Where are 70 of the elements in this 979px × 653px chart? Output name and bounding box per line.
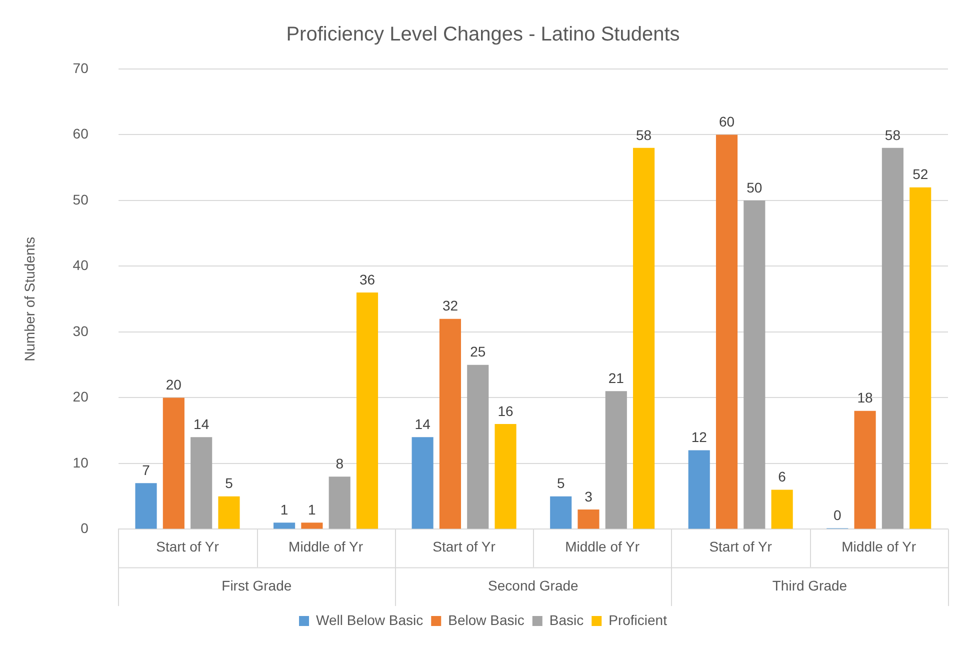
bar	[467, 364, 489, 529]
x-tick-label: Middle of Yr	[565, 538, 640, 554]
bar	[301, 522, 323, 529]
y-tick-label: 20	[72, 388, 89, 405]
data-label: 20	[166, 376, 182, 393]
bar	[162, 398, 184, 529]
data-label: 18	[857, 390, 874, 406]
y-tick-label: 60	[72, 126, 89, 142]
data-label: 1	[280, 501, 288, 518]
bar	[688, 450, 710, 529]
data-label: 58	[884, 126, 901, 143]
y-tick-label: 30	[72, 322, 89, 339]
y-tick-label: 50	[72, 191, 89, 208]
bar	[218, 496, 240, 529]
bar	[882, 148, 904, 529]
x-tick-label: Start of Yr	[156, 538, 220, 554]
bar	[910, 187, 932, 529]
data-label: 50	[746, 179, 762, 196]
bar	[578, 509, 600, 529]
data-label: 58	[636, 126, 652, 143]
bar	[135, 483, 157, 529]
x-tick-label: Start of Yr	[432, 538, 496, 554]
y-tick-label: 70	[72, 60, 89, 76]
bar	[633, 148, 655, 529]
data-label: 5	[225, 475, 234, 492]
legend-label: Well Below Basic	[316, 612, 424, 628]
data-label: 12	[691, 429, 708, 446]
bar	[274, 522, 296, 529]
data-label: 14	[414, 416, 431, 432]
legend-label: Proficient	[608, 612, 668, 628]
bar	[854, 410, 876, 529]
text: Second Grade	[488, 577, 579, 594]
x-tick-label: Middle of Yr	[288, 538, 364, 554]
bar	[605, 391, 627, 529]
data-label: 0	[833, 507, 842, 524]
chart-title: Proficiency Level Changes - Latino Students	[286, 24, 680, 46]
bar	[771, 490, 793, 529]
bar	[550, 496, 572, 529]
y-tick-label: 0	[80, 520, 89, 536]
data-label: 21	[608, 370, 624, 386]
data-label: 8	[336, 455, 344, 472]
data-label: 6	[778, 468, 786, 485]
bar	[412, 437, 434, 529]
data-label: 5	[556, 475, 565, 492]
data-label: 25	[470, 344, 486, 360]
data-label: 52	[912, 166, 928, 182]
bar	[744, 200, 766, 529]
y-tick-label: 10	[72, 454, 89, 470]
legend-label: Basic	[549, 612, 584, 628]
data-label: 32	[442, 298, 458, 314]
text: First Grade	[222, 577, 292, 594]
x-tick-label: Start of Yr	[709, 538, 772, 554]
bar	[716, 134, 738, 529]
data-label: 1	[308, 501, 316, 518]
data-label: 7	[142, 462, 150, 478]
bar	[439, 318, 462, 529]
legend-label: Below Basic	[448, 612, 524, 628]
data-label: 3	[584, 488, 593, 504]
x-tick-label: Middle of Yr	[842, 538, 916, 554]
data-label: 16	[498, 402, 514, 419]
data-label: 60	[718, 114, 735, 130]
bar	[328, 476, 350, 529]
data-label: 36	[359, 271, 376, 288]
text: Third Grade	[772, 577, 848, 594]
y-tick-label: 40	[72, 257, 89, 274]
bar	[494, 424, 516, 529]
data-label: 14	[194, 416, 210, 432]
y-axis-title: Number of Students	[21, 236, 38, 362]
bar	[356, 292, 378, 529]
bar	[190, 437, 212, 529]
